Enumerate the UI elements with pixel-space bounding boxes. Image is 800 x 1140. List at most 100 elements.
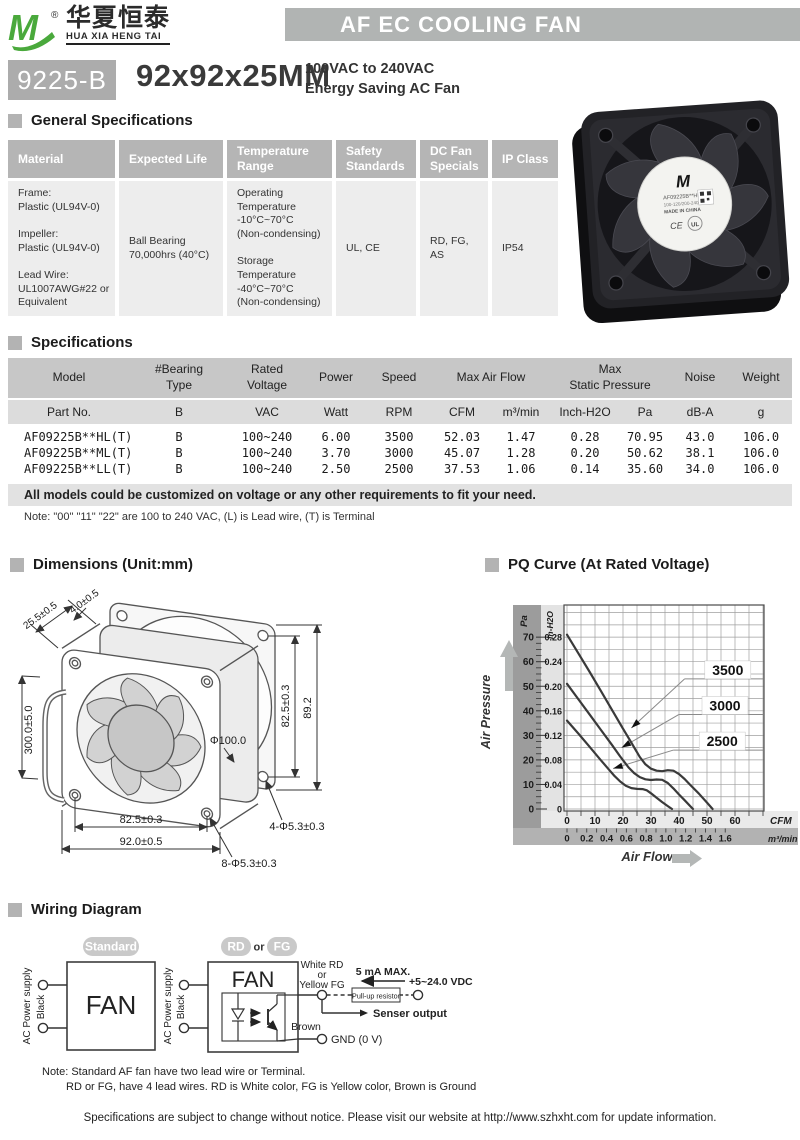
spec-cell: 45.07 — [443, 446, 481, 460]
spec-cell: 37.53 — [443, 462, 481, 476]
spec-cell: AF09225B**LL(T) — [24, 462, 133, 476]
spec-cell: 70.95 — [626, 430, 664, 444]
spec-unit: dB-A — [670, 400, 730, 424]
svg-text:0.8: 0.8 — [639, 834, 652, 845]
spec-cell: 100~240 — [241, 462, 293, 476]
white-rd-label: or — [318, 970, 328, 981]
vdc-label: +5~24.0 VDC — [409, 976, 473, 988]
spec-cell: 1.28 — [506, 446, 536, 460]
black-wire-label: Black — [176, 994, 187, 1019]
ac-supply-label: AC Power supply — [163, 968, 174, 1045]
gen-cell-dc: RD, FG, AS — [420, 181, 488, 316]
section-bullet-icon — [485, 557, 499, 572]
ce-mark-icon: CE — [670, 220, 684, 231]
spec-cell: 1.47 — [506, 430, 536, 444]
wiring-diagram: Standard FAN AC Power supply Black RD or… — [22, 937, 473, 1053]
fan-label-madein: MADE IN CHINA — [664, 207, 702, 216]
gen-header-life: Expected Life — [119, 140, 223, 178]
spec-footnote-note: Note: "00" "11" "22" are 100 to 240 VAC,… — [24, 511, 375, 523]
spec-cell: B — [175, 430, 183, 444]
fan-label-volt: 100-120/200-240VAC — [663, 199, 708, 207]
dim-lead-length: 300.0±5.0 — [23, 706, 35, 755]
white-rd-label: White RD — [301, 960, 344, 971]
wiring-standard: Standard FAN AC Power supply Black — [22, 937, 156, 1051]
spec-unit: Pa — [620, 400, 670, 424]
gnd-label: GND (0 V) — [331, 1034, 382, 1046]
section-general: General Specifications — [8, 112, 193, 129]
brand-name-en: HUA XIA HENG TAI — [66, 31, 162, 42]
spec-unit: Inch-H2O — [550, 400, 620, 424]
svg-text:0.12: 0.12 — [544, 731, 562, 741]
spec-cell: 43.0 — [685, 430, 715, 444]
gen-cell-material: Frame: Plastic (UL94V-0) Impeller: Plast… — [8, 181, 115, 316]
corner-screws — [598, 117, 772, 291]
spec-cell: 100~240 — [241, 430, 293, 444]
svg-text:70: 70 — [523, 633, 535, 644]
svg-text:m³/min: m³/min — [768, 834, 798, 844]
qr-code-icon — [697, 188, 714, 206]
spec-cell: 106.0 — [742, 430, 780, 444]
section-bullet-icon — [8, 335, 22, 350]
dim-width: 92.0±0.5 — [120, 836, 163, 848]
fan-box-label: FAN — [232, 967, 275, 992]
spec-h-speed: Speed — [366, 358, 432, 398]
spec-cell: 2500 — [384, 462, 414, 476]
dim-hole-pitch-h: 82.5±0.3 — [120, 814, 163, 826]
pq-chart-generated: 01020304050607000.040.080.120.160.200.24… — [513, 604, 798, 845]
footer-text: Specifications are subject to change wit… — [83, 1112, 717, 1124]
spec-cell: 38.1 — [685, 446, 715, 460]
svg-text:40: 40 — [673, 816, 685, 827]
lead-wire — [42, 689, 67, 803]
wiring-rdfg: RD or FG FAN — [163, 937, 473, 1053]
badge-or: or — [254, 942, 266, 954]
spec-cell: 6.00 — [321, 430, 351, 444]
brown-wire-label: Brown — [291, 1021, 321, 1033]
gen-header-material: Material — [8, 140, 115, 178]
spec-cell: 100~240 — [241, 446, 293, 460]
svg-text:0.24: 0.24 — [544, 657, 562, 667]
svg-text:3500: 3500 — [712, 662, 743, 678]
model-code-badge: 9225-B — [8, 60, 116, 100]
spec-h-voltage: Rated Voltage — [228, 358, 306, 398]
svg-text:20: 20 — [523, 755, 535, 766]
spec-unit: B — [130, 400, 228, 424]
spec-unit: Watt — [306, 400, 366, 424]
svg-text:30: 30 — [645, 816, 657, 827]
svg-text:50: 50 — [523, 682, 535, 693]
spec-footnote-customize: All models could be customized on voltag… — [8, 484, 792, 506]
optocoupler-icon — [230, 993, 299, 1042]
section-specs-title: Specifications — [31, 334, 133, 351]
dim-plate-height: 89.2 — [302, 697, 314, 718]
svg-text:2500: 2500 — [707, 733, 738, 749]
wiring-note-2: RD or FG, have 4 lead wires. RD is White… — [66, 1081, 477, 1093]
spec-cell: 3500 — [384, 430, 414, 444]
spec-cell: 3.70 — [321, 446, 351, 460]
badge-rd: RD — [227, 940, 245, 954]
spec-unit: VAC — [228, 400, 306, 424]
svg-text:1.6: 1.6 — [719, 834, 732, 845]
ma-max-label: 5 mA MAX. — [356, 966, 411, 978]
spec-h-model: Model — [8, 358, 130, 398]
badge-standard: Standard — [85, 940, 137, 954]
section-bullet-icon — [10, 557, 24, 572]
spec-cell: 3000 — [384, 446, 414, 460]
gen-cell-temp: Operating Temperature -10°C~70°C (Non-co… — [227, 181, 332, 316]
svg-text:M: M — [8, 7, 39, 48]
section-bullet-icon — [8, 113, 22, 128]
svg-text:0: 0 — [528, 805, 534, 816]
svg-text:1.2: 1.2 — [679, 834, 692, 845]
section-pq: PQ Curve (At Rated Voltage) — [485, 556, 709, 573]
registered-icon: ® — [51, 10, 59, 21]
spec-h-pressure: Max Static Pressure — [550, 358, 670, 398]
spec-unit: m³/min — [492, 400, 550, 424]
fan-label-model: AF09225B**HL — [663, 193, 701, 202]
svg-text:0.08: 0.08 — [544, 755, 562, 765]
dim-hole-pitch-v: 82.5±0.3 — [280, 685, 292, 728]
svg-text:0.4: 0.4 — [600, 834, 614, 845]
spec-cell: B — [175, 462, 183, 476]
dimensions-diagram: 82.5±0.3 92.0±0.5 82.5±0.3 89.2 4-Φ5.3±0… — [18, 587, 325, 870]
spec-cell: 106.0 — [742, 462, 780, 476]
spec-cell: B — [175, 446, 183, 460]
svg-text:CFM: CFM — [770, 816, 792, 827]
svg-text:0: 0 — [557, 805, 562, 815]
